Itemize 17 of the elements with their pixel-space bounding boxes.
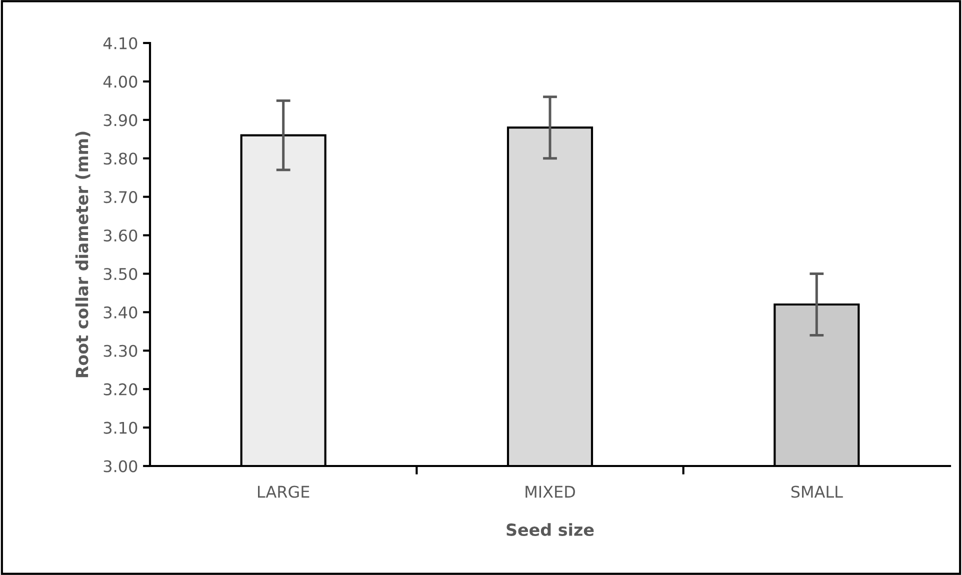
y-tick-label: 3.40 bbox=[104, 306, 138, 318]
x-axis-title: Seed size bbox=[506, 523, 594, 536]
y-tick-label: 4.10 bbox=[103, 37, 138, 50]
y-tick-label: 3.20 bbox=[104, 383, 138, 396]
y-tick-label: 3.00 bbox=[104, 460, 138, 472]
y-tick-label: 3.80 bbox=[104, 152, 138, 165]
y-tick-label: 3.90 bbox=[104, 114, 138, 126]
x-tick-label: SMALL bbox=[791, 486, 843, 498]
y-tick-label: 3.70 bbox=[104, 191, 138, 204]
y-tick-label: 3.10 bbox=[104, 422, 138, 434]
x-tick-label: LARGE bbox=[258, 486, 310, 498]
y-tick-label: 4.00 bbox=[103, 76, 138, 88]
y-tick-label: 3.60 bbox=[104, 229, 138, 242]
y-axis-title: Root collar diameter (mm) bbox=[75, 132, 90, 378]
x-tick-label: MIXED bbox=[526, 486, 575, 498]
y-tick-label: 3.30 bbox=[104, 344, 138, 357]
y-tick-label: 3.50 bbox=[104, 268, 138, 280]
